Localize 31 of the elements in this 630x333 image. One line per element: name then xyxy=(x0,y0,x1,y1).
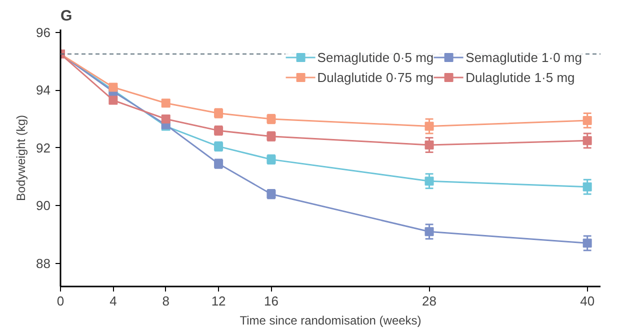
x-axis-title: Time since randomisation (weeks) xyxy=(240,314,422,328)
legend-label: Semaglutide 1·0 mg xyxy=(466,50,582,64)
chart-title: G xyxy=(60,8,72,24)
x-tick-label: 28 xyxy=(422,294,437,308)
y-tick-label: 94 xyxy=(36,82,51,98)
point xyxy=(424,122,434,131)
y-tick-label: 88 xyxy=(36,256,51,271)
point xyxy=(424,176,434,186)
x-tick-label: 4 xyxy=(110,294,117,308)
legend-label: Dulaglutide 1·5 mg xyxy=(466,70,575,84)
point xyxy=(582,116,592,125)
y-tick-label: 90 xyxy=(36,198,51,214)
point xyxy=(424,140,434,150)
x-tick-label: 8 xyxy=(162,294,170,308)
x-tick-label: 40 xyxy=(580,294,595,308)
x-tick-label: 16 xyxy=(264,294,278,308)
point xyxy=(108,82,118,92)
x-tick-label: 0 xyxy=(56,294,64,308)
point xyxy=(424,227,434,236)
x-tick-label: 12 xyxy=(211,294,226,308)
y-tick-label: 96 xyxy=(36,24,51,40)
point xyxy=(108,96,118,105)
point xyxy=(582,238,592,248)
point xyxy=(161,114,170,124)
point xyxy=(582,182,592,192)
legend-label: Semaglutide 0·5 mg xyxy=(317,50,434,64)
point xyxy=(161,98,170,108)
point xyxy=(582,136,592,146)
y-tick-label: 92 xyxy=(36,140,51,156)
legend-label: Dulaglutide 0·75 mg xyxy=(317,70,434,84)
y-axis-title: Bodyweight (kg) xyxy=(14,114,28,202)
